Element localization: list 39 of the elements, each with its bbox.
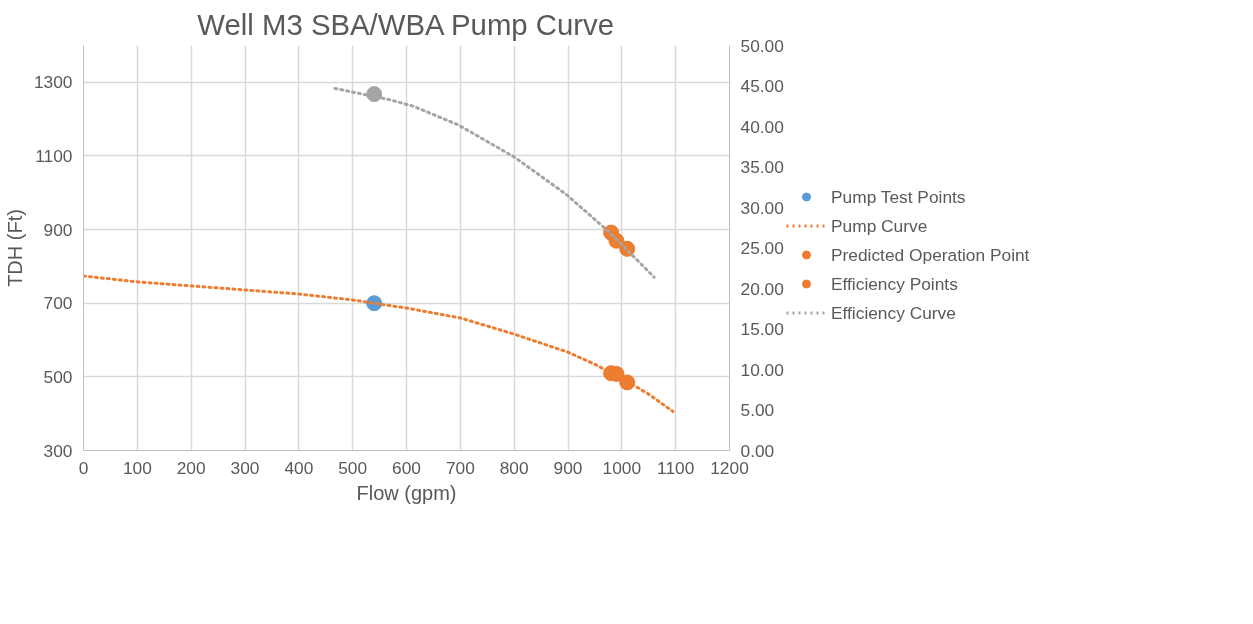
x-tick-label: 900 [553,457,583,478]
x-tick-label: 500 [338,457,368,478]
x-tick-label: 1000 [602,457,642,478]
legend-label: Efficiency Curve [831,302,956,323]
x-tick-label: 1100 [657,457,695,478]
x-tick-label: 200 [176,457,206,478]
line-series [83,274,675,413]
x-tick-label: 0 [78,457,89,478]
y-tick-label: 500 [43,366,73,387]
x-tick-label: 300 [230,457,260,478]
legend-label: Pump Curve [831,215,928,236]
x-tick-label: 100 [122,457,152,478]
y-tick-label: 300 [43,440,73,461]
y2-tick-label: 15.00 [740,319,784,339]
legend-label: Predicted Operation Point [831,244,1030,265]
point [619,374,636,391]
y2-tick-label: 35.00 [740,157,784,177]
y2-tick-label: 40.00 [740,116,784,137]
y-axis-title: TDH (Ft) [3,209,26,287]
y-tick-label: 700 [43,293,73,314]
legend-label: Efficiency Points [831,273,958,294]
chart-title: Well M3 SBA/WBA Pump Curve [197,7,615,41]
y2-tick-label: 50.00 [740,35,784,56]
y2-tick-label: 5.00 [740,400,775,420]
y2-tick-label: 30.00 [740,197,784,218]
y2-tick-label: 10.00 [740,359,784,380]
x-tick-label: 400 [284,457,314,478]
y2-tick-label: 45.00 [740,76,784,96]
y2-tick-label: 20.00 [740,278,784,299]
x-axis-title: Flow (gpm) [356,481,457,504]
y-tick-label: 1100 [35,145,73,166]
x-tick-label: 600 [392,457,421,478]
legend-label: Pump Test Points [831,186,966,207]
x-tick-label: 700 [445,457,475,478]
y2-tick-label: 25.00 [740,238,784,258]
x-tick-label: 800 [499,457,529,478]
line-series [333,86,656,279]
y-tick-label: 1300 [33,72,73,93]
y-tick-label: 900 [43,219,73,240]
